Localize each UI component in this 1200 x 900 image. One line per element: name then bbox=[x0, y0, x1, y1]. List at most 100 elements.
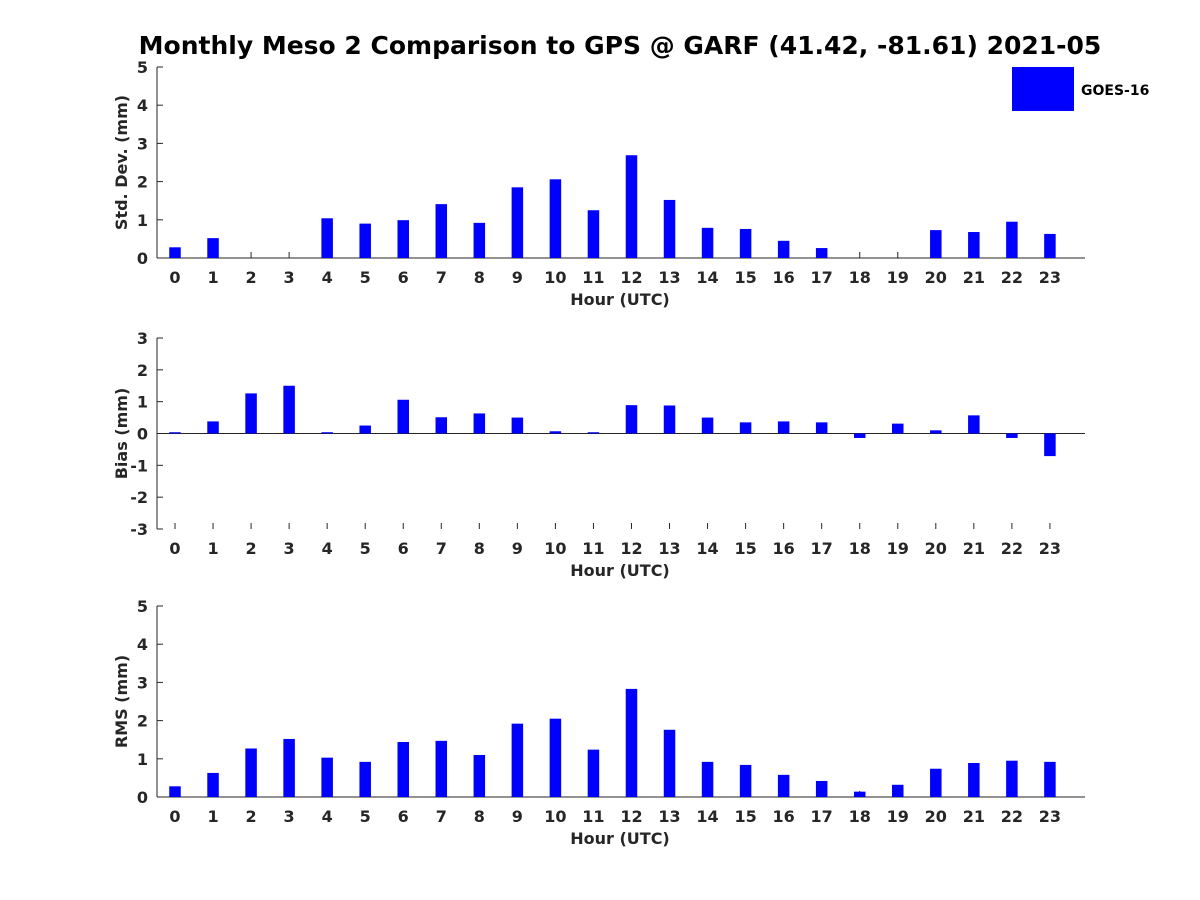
bar-hour-1 bbox=[207, 238, 219, 258]
bar-hour-17 bbox=[815, 780, 828, 797]
x-tick-label: 0 bbox=[169, 268, 180, 287]
x-tick-label: 9 bbox=[512, 807, 523, 826]
bar-hour-21 bbox=[968, 763, 980, 797]
bar-hour-5 bbox=[359, 761, 371, 797]
bar-hour-12 bbox=[625, 688, 638, 797]
x-tick-label: 4 bbox=[322, 539, 333, 558]
legend: GOES-16 bbox=[1012, 67, 1149, 111]
y-tick-label: -2 bbox=[130, 488, 148, 507]
x-tick-label: 2 bbox=[246, 268, 257, 287]
legend-swatch bbox=[1012, 67, 1074, 111]
x-tick-label: 21 bbox=[963, 539, 985, 558]
bar-hour-23 bbox=[1044, 233, 1056, 258]
bar-hour-4 bbox=[321, 432, 333, 434]
bar-hour-8 bbox=[473, 222, 486, 258]
x-tick-label: 10 bbox=[544, 807, 566, 826]
bar-hour-0 bbox=[169, 432, 181, 434]
bar-hour-14 bbox=[701, 227, 714, 258]
y-tick-label: 1 bbox=[137, 750, 148, 769]
x-tick-label: 6 bbox=[398, 807, 409, 826]
bar-hour-11 bbox=[587, 432, 600, 434]
x-tick-label: 12 bbox=[620, 807, 642, 826]
bar-hour-22 bbox=[1006, 433, 1018, 438]
bar-hour-7 bbox=[435, 740, 448, 797]
figure-title: Monthly Meso 2 Comparison to GPS @ GARF … bbox=[139, 31, 1102, 60]
x-tick-label: 1 bbox=[207, 539, 218, 558]
x-tick-label: 23 bbox=[1039, 268, 1061, 287]
x-tick-label: 14 bbox=[696, 268, 718, 287]
bar-hour-0 bbox=[169, 247, 181, 258]
x-tick-label: 7 bbox=[436, 807, 447, 826]
x-tick-label: 8 bbox=[474, 268, 485, 287]
x-tick-label: 19 bbox=[887, 268, 909, 287]
bar-hour-17 bbox=[815, 248, 828, 258]
x-tick-label: 4 bbox=[322, 268, 333, 287]
bar-hour-9 bbox=[511, 187, 524, 258]
x-tick-label: 1 bbox=[207, 807, 218, 826]
y-tick-label: 5 bbox=[137, 58, 148, 77]
bar-hour-16 bbox=[777, 774, 790, 797]
bar-hour-10 bbox=[549, 718, 562, 797]
y-tick-label: 1 bbox=[137, 211, 148, 230]
x-tick-label: 16 bbox=[773, 268, 795, 287]
x-tick-label: 22 bbox=[1001, 807, 1023, 826]
bar-hour-12 bbox=[625, 405, 638, 434]
x-tick-label: 1 bbox=[207, 268, 218, 287]
x-tick-label: 0 bbox=[169, 807, 180, 826]
x-tick-label: 9 bbox=[512, 268, 523, 287]
bar-hour-15 bbox=[739, 764, 752, 797]
x-tick-label: 0 bbox=[169, 539, 180, 558]
bar-hour-13 bbox=[663, 405, 676, 434]
x-tick-label: 22 bbox=[1001, 539, 1023, 558]
bar-hour-6 bbox=[397, 741, 409, 797]
x-tick-label: 13 bbox=[658, 539, 680, 558]
x-tick-label: 23 bbox=[1039, 539, 1061, 558]
y-tick-label: 1 bbox=[137, 393, 148, 412]
bar-hour-2 bbox=[245, 748, 257, 797]
y-tick-label: 2 bbox=[137, 173, 148, 192]
y-tick-label: 3 bbox=[137, 329, 148, 348]
bar-hour-22 bbox=[1006, 760, 1018, 797]
bar-hour-8 bbox=[473, 754, 486, 797]
x-tick-label: 2 bbox=[246, 539, 257, 558]
x-tick-label: 11 bbox=[582, 539, 604, 558]
bar-hour-15 bbox=[739, 422, 752, 434]
bar-hour-14 bbox=[701, 761, 714, 797]
x-tick-label: 11 bbox=[582, 268, 604, 287]
bar-hour-21 bbox=[968, 232, 980, 258]
bar-hour-18 bbox=[853, 791, 866, 797]
y-tick-label: 0 bbox=[137, 425, 148, 444]
bar-hour-6 bbox=[397, 399, 409, 434]
x-tick-label: 13 bbox=[658, 807, 680, 826]
y-tick-label: 2 bbox=[137, 712, 148, 731]
bar-hour-18 bbox=[853, 433, 866, 438]
x-tick-label: 16 bbox=[773, 807, 795, 826]
bar-hour-8 bbox=[473, 413, 486, 434]
x-tick-label: 7 bbox=[436, 268, 447, 287]
x-tick-label: 14 bbox=[696, 807, 718, 826]
x-tick-label: 9 bbox=[512, 539, 523, 558]
x-tick-label: 8 bbox=[474, 539, 485, 558]
x-tick-label: 18 bbox=[849, 268, 871, 287]
bar-hour-9 bbox=[511, 723, 524, 797]
x-tick-label: 15 bbox=[734, 268, 756, 287]
x-tick-label: 7 bbox=[436, 539, 447, 558]
x-tick-label: 20 bbox=[925, 268, 947, 287]
x-tick-label: 12 bbox=[620, 268, 642, 287]
bar-hour-10 bbox=[549, 179, 562, 258]
bar-hour-4 bbox=[321, 757, 333, 797]
bar-hour-23 bbox=[1044, 761, 1056, 797]
bar-hour-5 bbox=[359, 425, 371, 434]
x-tick-label: 22 bbox=[1001, 268, 1023, 287]
bar-hour-9 bbox=[511, 417, 524, 434]
y-tick-label: 0 bbox=[137, 788, 148, 807]
y-tick-label: 2 bbox=[137, 361, 148, 380]
x-tick-label: 21 bbox=[963, 268, 985, 287]
bar-hour-19 bbox=[892, 423, 904, 434]
bar-hour-22 bbox=[1006, 221, 1018, 258]
bar-hour-14 bbox=[701, 417, 714, 434]
